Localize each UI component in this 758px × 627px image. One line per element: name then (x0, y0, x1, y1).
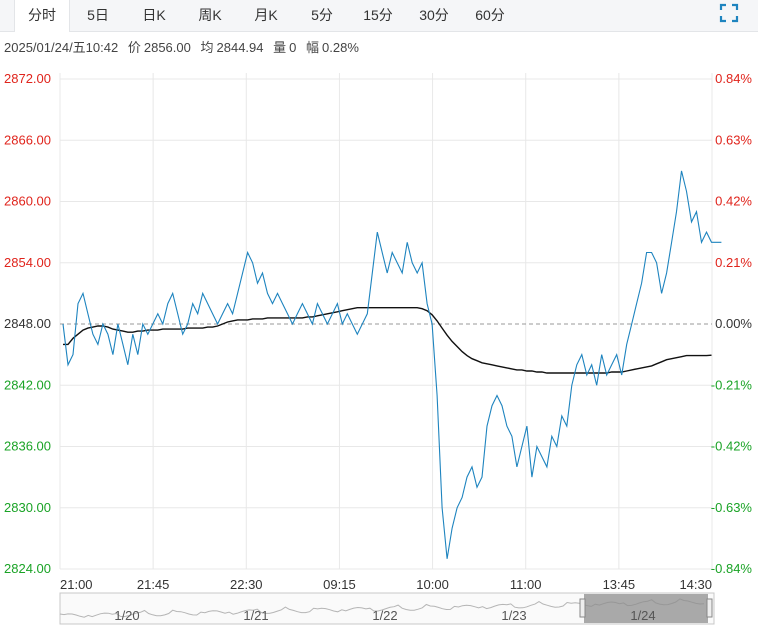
period-tabs: 分时 5日 日K 周K 月K 5分 15分 30分 60分 (0, 0, 758, 32)
tab-5min[interactable]: 5分 (311, 7, 333, 23)
y-tick-label-percent: 0.84% (715, 71, 752, 86)
y-tick-label: 2824.00 (4, 561, 51, 576)
navigator-selection[interactable] (584, 594, 708, 623)
tab-15min[interactable]: 15分 (363, 7, 393, 23)
x-tick-label: 22:30 (230, 577, 263, 592)
y-tick-label: 2836.00 (4, 439, 51, 454)
y-tick-label: 2872.00 (4, 71, 51, 86)
tab-weekly-k[interactable]: 周K (198, 7, 222, 23)
time-axis-labels: 21:00 21:45 22:30 09:15 10:00 11:00 13:45 14:30 (60, 577, 712, 592)
chart-grid (59, 73, 713, 570)
navigator-handle-right[interactable] (706, 598, 713, 618)
info-vol-label: 量 (273, 40, 287, 55)
navigator-handle-left[interactable] (579, 598, 586, 618)
info-price-label: 价 (127, 40, 141, 55)
y-tick-label-percent: -0.42% (711, 439, 753, 454)
x-tick-label: 10:00 (416, 577, 449, 592)
tab-intraday[interactable]: 分时 (14, 0, 70, 32)
x-tick-label: 21:00 (60, 577, 93, 592)
y-tick-label-percent: 0.21% (715, 255, 752, 270)
y-tick-label-percent: 0.42% (715, 194, 752, 209)
fullscreen-icon[interactable] (718, 2, 740, 24)
info-avg: 2844.94 (216, 40, 264, 55)
info-datetime: 2025/01/24/五10:42 (4, 40, 119, 55)
x-tick-label: 21:45 (137, 577, 170, 592)
info-chg: 0.28% (322, 40, 359, 55)
y-tick-label: 2842.00 (4, 377, 51, 392)
navigator-date-label: 1/20 (114, 608, 139, 623)
tab-30min[interactable]: 30分 (419, 7, 449, 23)
y-tick-label: 2854.00 (4, 255, 51, 270)
info-chg-label: 幅 (306, 40, 320, 55)
price-line (62, 170, 722, 559)
navigator-date-label: 1/22 (372, 608, 397, 623)
navigator-date-label: 1/21 (243, 608, 268, 623)
x-tick-label: 09:15 (323, 577, 356, 592)
tab-5day[interactable]: 5日 (87, 7, 109, 23)
x-tick-label: 13:45 (603, 577, 636, 592)
navigator-date-label: 1/23 (501, 608, 526, 623)
price-axis-labels: 2872.00 2866.00 2860.00 2854.00 2848.00 2842.… (4, 71, 51, 576)
time-navigator[interactable]: 1/20 1/21 1/22 1/23 1/24 (59, 592, 715, 625)
y-tick-label-percent: -0.21% (711, 377, 753, 392)
y-tick-label: 2848.00 (4, 316, 51, 331)
info-avg-label: 均 (200, 40, 214, 55)
y-tick-label-percent: 0.63% (715, 132, 752, 147)
y-tick-label-percent: 0.00% (715, 316, 752, 331)
info-vol: 0 (289, 40, 297, 55)
tab-60min[interactable]: 60分 (475, 7, 505, 23)
y-tick-label: 2860.00 (4, 194, 51, 209)
y-tick-label-percent: -0.84% (711, 561, 753, 576)
percent-axis-labels: 0.84% 0.63% 0.42% 0.21% 0.00% -0.21% -0.42% -0.… (711, 71, 753, 576)
x-tick-label: 14:30 (679, 577, 712, 592)
tab-monthly-k[interactable]: 月K (254, 7, 278, 23)
x-tick-label: 11:00 (510, 577, 542, 592)
y-tick-label: 2830.00 (4, 500, 51, 515)
y-tick-label: 2866.00 (4, 132, 51, 147)
navigator-date-label: 1/24 (630, 608, 655, 623)
info-price: 2856.00 (143, 40, 191, 55)
average-price-line (63, 307, 712, 374)
y-tick-label-percent: -0.63% (711, 500, 753, 515)
tab-daily-k[interactable]: 日K (142, 7, 166, 23)
